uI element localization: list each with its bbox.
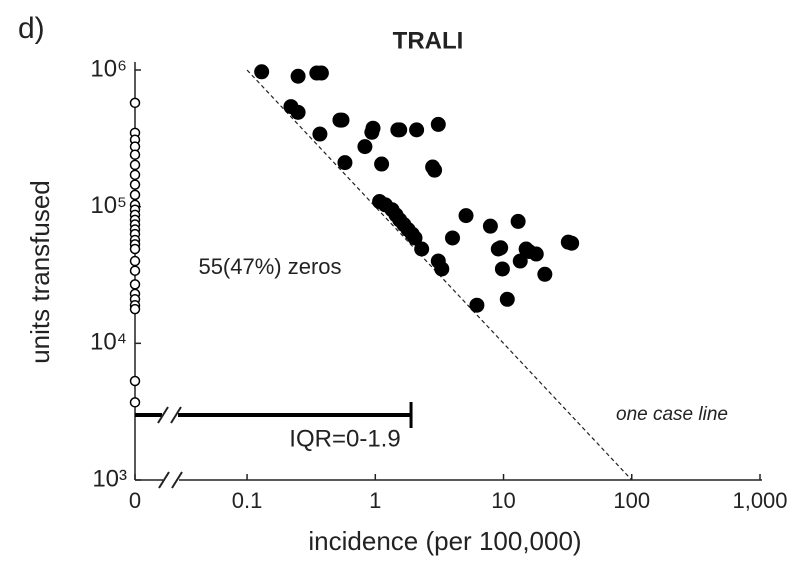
one-case-label: one case line (616, 404, 728, 425)
data-point (313, 65, 329, 81)
data-point (444, 230, 460, 246)
y-tick-label: 10³ (92, 465, 127, 492)
data-point (312, 126, 328, 142)
data-point (469, 297, 485, 313)
data-point (430, 116, 446, 132)
zero-point (129, 159, 141, 171)
data-point (357, 139, 373, 155)
data-point (434, 261, 450, 277)
y-tick-label: 10⁶ (90, 55, 127, 82)
zero-point (129, 397, 141, 408)
y-tick-label: 10⁴ (90, 329, 127, 356)
x-tick-label: 10 (491, 488, 515, 513)
x-tick-label: 1,000 (732, 488, 787, 513)
zero-point (129, 97, 141, 109)
x-axis-label: incidence (per 100,000) (308, 526, 581, 556)
data-point (458, 208, 474, 224)
zero-point (129, 279, 141, 290)
data-point (374, 156, 390, 172)
data-point (392, 122, 408, 138)
zeros-note: 55(47%) zeros (198, 254, 341, 279)
data-point (414, 241, 430, 257)
data-point (510, 213, 526, 229)
data-point (427, 162, 443, 178)
zero-point (129, 375, 141, 387)
y-axis-label: units transfused (25, 180, 55, 364)
axis-break (171, 471, 183, 489)
data-point (499, 291, 515, 307)
data-point (334, 112, 350, 128)
y-tick-label: 10⁵ (90, 192, 127, 219)
data-point (290, 68, 306, 84)
data-point (528, 246, 544, 262)
data-point (493, 240, 509, 256)
data-point (337, 155, 353, 171)
data-point (365, 120, 381, 136)
x-tick-label: 100 (613, 488, 650, 513)
data-point (494, 261, 510, 277)
x-tick-label: 0 (129, 488, 141, 513)
zero-point (129, 189, 141, 201)
panel-label: d) (18, 12, 45, 45)
zero-point (129, 265, 141, 276)
zero-point (129, 169, 141, 181)
data-point (407, 230, 423, 246)
axis-break (158, 471, 170, 489)
iqr-label: IQR=0-1.9 (289, 425, 400, 452)
iqr-break (157, 406, 169, 424)
iqr-break (170, 406, 182, 424)
data-point (409, 122, 425, 138)
zero-point (129, 243, 141, 255)
data-point (537, 266, 553, 282)
x-tick-label: 1 (369, 488, 381, 513)
data-point (254, 64, 270, 80)
data-point (564, 235, 580, 251)
data-point (290, 104, 306, 120)
zero-point (129, 149, 141, 160)
zero-point (129, 179, 141, 190)
data-point (512, 253, 528, 269)
zero-point (129, 255, 141, 267)
zero-point (129, 303, 141, 315)
data-point (482, 218, 498, 234)
chart-title: TRALI (393, 27, 464, 54)
x-tick-label: 0.1 (232, 488, 263, 513)
